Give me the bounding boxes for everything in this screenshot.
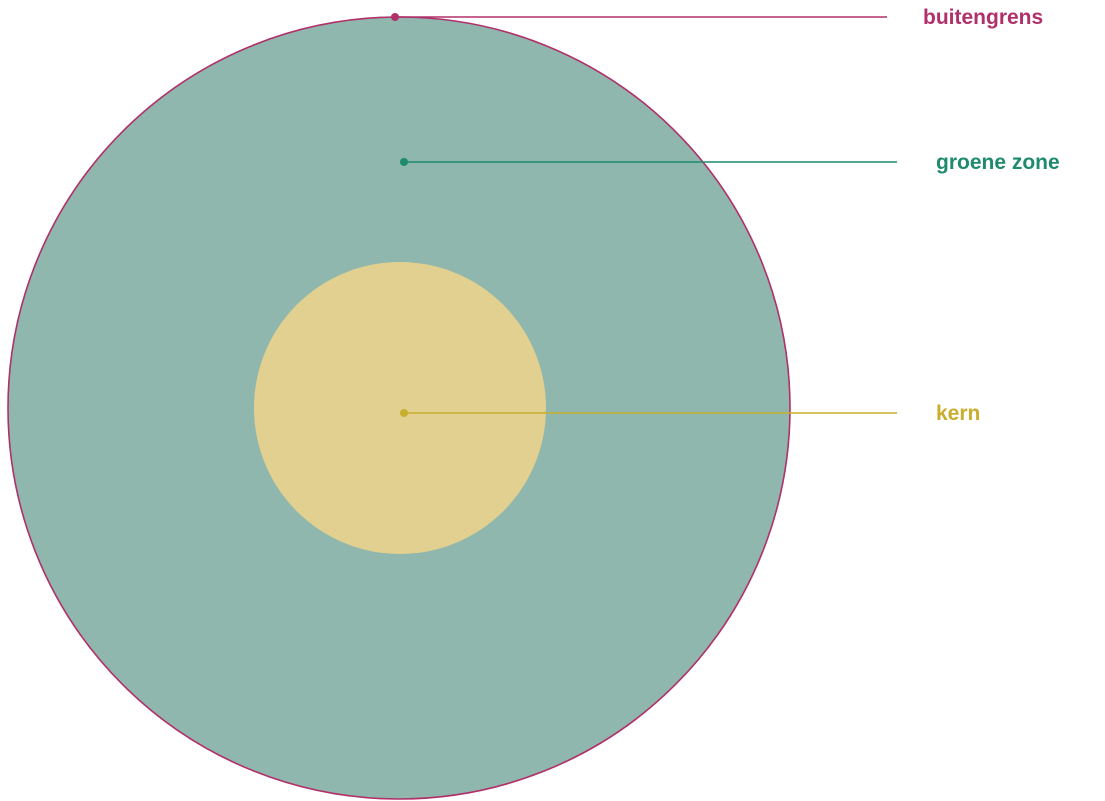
green-zone-marker-dot — [400, 158, 408, 166]
outer-boundary-marker-dot — [391, 13, 399, 21]
core-circle — [254, 262, 546, 554]
outer-boundary-label: buitengrens — [923, 6, 1043, 29]
core-marker-dot — [400, 409, 408, 417]
core-label: kern — [936, 402, 980, 425]
green-zone-label: groene zone — [936, 151, 1060, 174]
